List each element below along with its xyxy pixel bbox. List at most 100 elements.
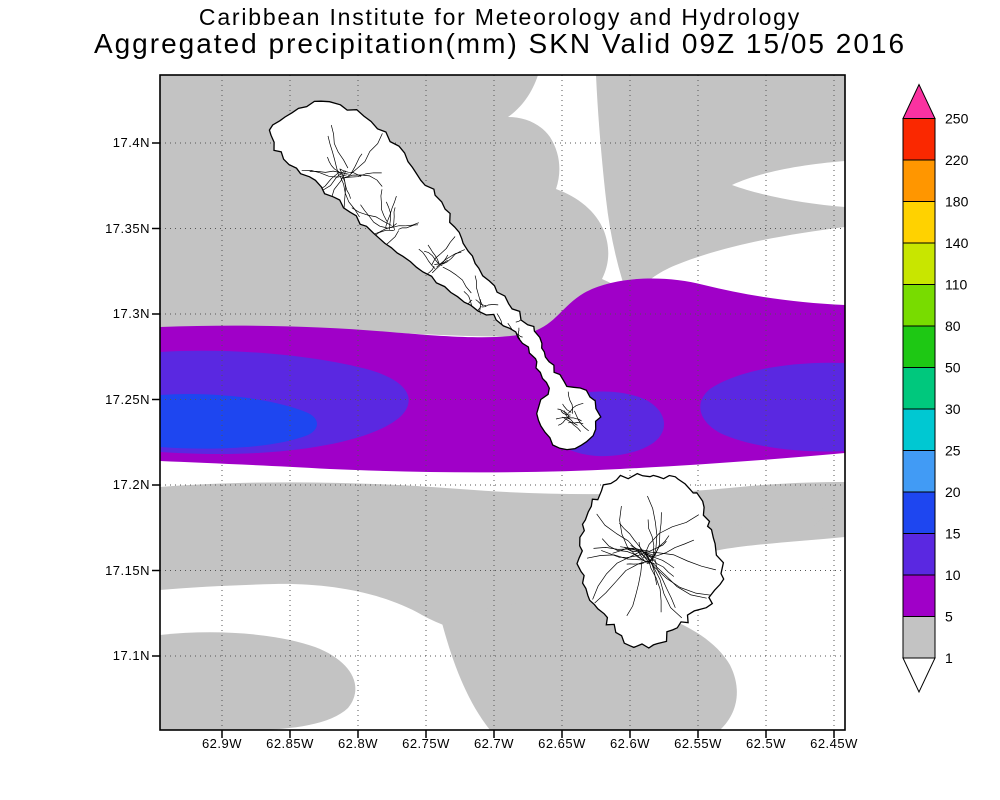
contour-fills [160,75,845,730]
colorbar-arrow-below-min [902,657,936,694]
drainage-line [327,156,342,176]
map-plot [152,74,846,738]
drainage-line [647,495,658,562]
lon-label: 62.65W [538,736,586,751]
drainage-line [479,299,482,314]
drainage-line [481,304,499,308]
drainage-line [555,416,571,420]
drainage-line [398,224,419,230]
drainage-line [567,402,584,414]
colorbar-level-label: 80 [945,318,961,334]
drainage-line [558,416,569,426]
drainage-line [620,546,649,562]
drainage-line [594,559,654,604]
drainage-line [442,249,465,265]
drainage-line [596,513,646,563]
colorbar-level-label: 20 [945,484,961,500]
contour-gray-upper-right [596,75,845,303]
drainage-line [619,522,644,552]
lon-label: 62.55W [674,736,722,751]
drainage-line [646,535,670,565]
drainage-line [301,169,347,178]
drainage-line [646,553,675,577]
drainage-line [574,410,589,432]
colorbar-level-label: 5 [945,609,953,625]
colorbar-segment [902,201,936,244]
drainage-line [360,204,387,229]
lat-label: 17.35N [105,220,150,236]
lon-label: 62.9W [201,736,243,751]
lon-label: 62.85W [266,736,314,751]
colorbar-segment [902,284,936,327]
contour-gray-bottom-left [160,632,356,730]
drainage-line [380,189,388,222]
colorbar-level-label: 180 [945,194,969,210]
colorbar-segment [902,491,936,534]
drainage-line [562,403,572,413]
drainage-line [642,514,699,559]
drainage-line [442,266,472,294]
drainage-line [393,207,396,231]
lon-label: 62.75W [402,736,450,751]
drainage-line [563,410,578,426]
drainage-line [475,299,487,306]
lat-label: 17.15N [105,562,150,578]
colorbar-level-label: 140 [945,235,969,251]
colorbar-level-label: 10 [945,567,961,583]
colorbar-level-label: 50 [945,360,961,376]
drainage-line [644,553,712,596]
contour-gray-below-nevis [442,601,737,730]
drainage-line [626,561,643,616]
drainage-line [350,153,363,175]
lat-label: 17.2N [112,477,150,492]
drainage-line [427,244,440,264]
drainage-line [644,541,667,554]
lat-label: 17.1N [112,648,150,663]
org-title: Caribbean Institute for Meteorology and … [198,4,802,30]
colorbar-segment [902,408,936,451]
colorbar-segment [902,118,936,161]
lon-label: 62.5W [745,736,787,751]
drainage-line [630,545,645,558]
lat-label: 17.25N [105,391,150,407]
colorbar-level-label: 15 [945,526,961,542]
colorbar-segment [902,367,936,410]
colorbar-segment [902,450,936,493]
lon-label: 62.6W [609,736,651,751]
colorbar-segment [902,616,936,659]
colorbar-level-label: 25 [945,443,961,459]
drainage-line [567,417,582,422]
drainage-line [385,195,397,227]
axis-ticks [152,142,835,738]
colorbar-level-label: 30 [945,401,961,417]
lon-label: 62.45W [810,736,858,751]
colorbar-segment [902,159,936,202]
colorbar-segment [902,533,936,576]
lat-label: 17.4N [112,135,150,150]
drainage-line [647,556,662,613]
contour-gray-right-oval [728,487,823,536]
drainage-line [557,408,570,418]
lon-label: 62.7W [473,736,515,751]
colorbar-level-label: 1 [945,650,953,666]
drainage-line [351,207,392,226]
contour-blue-left [160,393,317,449]
colorbar-level-label: 110 [945,277,968,293]
drainage-line [347,133,383,177]
drainage-line [330,125,349,169]
drainage-line [647,519,655,563]
drainage-nevis [586,495,716,619]
drainage-line [646,539,695,558]
lon-label: 62.8W [337,736,379,751]
drainage-line [418,248,436,270]
drainage-line [385,222,419,229]
drainage-line [423,250,443,266]
drainage-line [654,558,676,608]
drainage-line [644,551,716,571]
drainage-line [601,538,645,562]
drainage-line [592,549,644,600]
plot-frame [159,74,846,731]
drainage-line [619,506,651,565]
